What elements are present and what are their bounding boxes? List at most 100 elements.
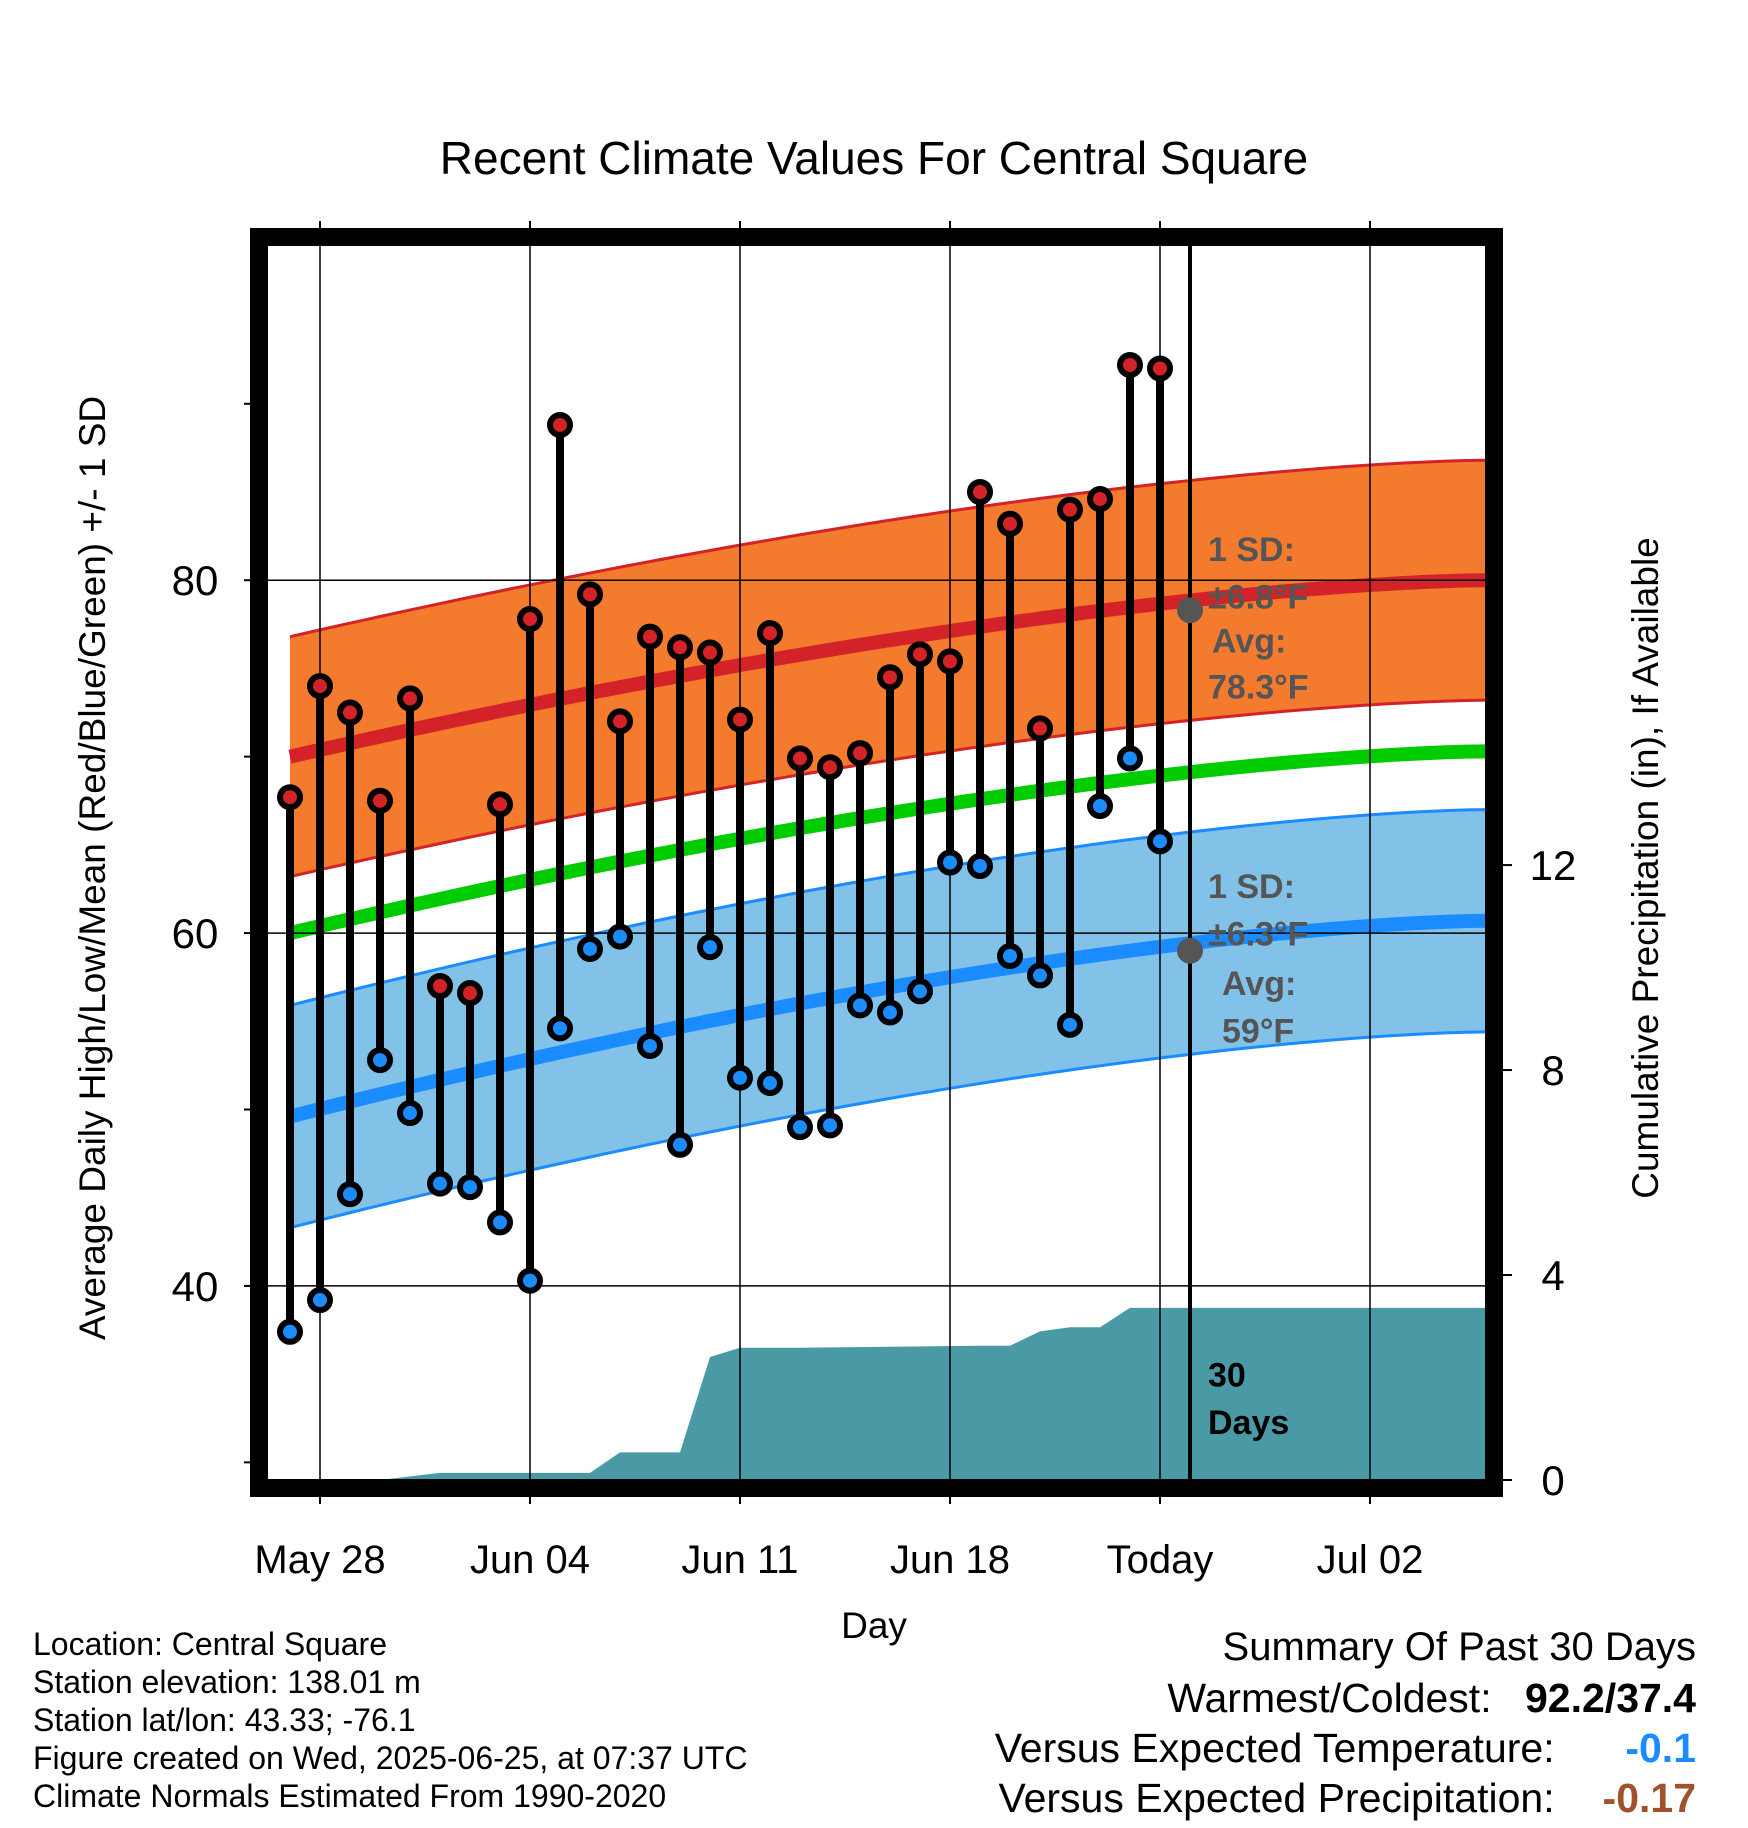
daily-high-point [697, 639, 723, 666]
y-tick-label: 80 [172, 557, 219, 604]
daily-low-point [367, 1047, 393, 1074]
y2-tick-label: 8 [1541, 1047, 1564, 1094]
low-avg-label: Avg: [1222, 965, 1296, 1003]
daily-low-point [997, 943, 1023, 970]
daily-high-point [877, 664, 903, 691]
created-text: Figure created on Wed, 2025-06-25, at 07… [33, 1740, 748, 1776]
daily-low-point [667, 1131, 693, 1158]
daily-low-point [307, 1287, 333, 1314]
daily-high-point [997, 510, 1023, 537]
daily-high-point [1057, 496, 1083, 523]
daily-high-point [757, 620, 783, 647]
warmest-coldest-value: 92.2/37.4 [1525, 1675, 1696, 1721]
x-tick-label: Jun 11 [681, 1538, 798, 1582]
today-low-avg-marker [1177, 937, 1203, 964]
precipitation-area [290, 1307, 1486, 1480]
y-tick-label: 60 [172, 910, 219, 957]
x-tick-label: Jun 18 [890, 1538, 1010, 1582]
station-info: Location: Central Square Station elevati… [33, 1625, 747, 1815]
daily-low-point [817, 1112, 843, 1139]
daily-low-point [1147, 828, 1173, 855]
latlon-text: Station lat/lon: 43.33; -76.1 [33, 1702, 416, 1738]
daily-low-point [637, 1032, 663, 1059]
precip-label: Versus Expected Precipitation: [998, 1775, 1555, 1821]
daily-low-point [877, 999, 903, 1026]
daily-low-point [697, 934, 723, 961]
daily-high-point [277, 784, 303, 811]
daily-low-point [1087, 793, 1113, 820]
elevation-text: Station elevation: 138.01 m [33, 1664, 421, 1700]
daily-low-point [517, 1267, 543, 1294]
high-avg-value: 78.3°F [1208, 668, 1309, 706]
daily-low-point [397, 1100, 423, 1127]
daily-low-point [847, 992, 873, 1019]
y2-tick-label: 12 [1530, 842, 1577, 889]
plot-content: 1 SD: ±6.8°F Avg: 78.3°F 1 SD: ±6.3°F Avg: 59°F… [267, 245, 1486, 1480]
high-sd-label: 1 SD: [1208, 531, 1295, 569]
daily-low-point [277, 1318, 303, 1345]
daily-high-point [517, 606, 543, 633]
daily-low-point [547, 1015, 573, 1042]
daily-low-point [1027, 962, 1053, 989]
daily-low-point [787, 1114, 813, 1141]
daily-high-point [967, 479, 993, 505]
today-days-number: 30 [1208, 1356, 1246, 1394]
daily-low-point [577, 935, 603, 962]
temp-value: -0.1 [1625, 1725, 1696, 1771]
daily-high-point [1087, 486, 1113, 513]
daily-high-point [817, 754, 843, 781]
daily-high-point [457, 980, 483, 1007]
daily-low-point [427, 1170, 453, 1197]
location-text: Location: Central Square [33, 1626, 387, 1662]
low-sd-value: ±6.3°F [1208, 915, 1308, 953]
daily-low-point [337, 1181, 363, 1208]
daily-low-point [727, 1064, 753, 1091]
daily-low-point [907, 978, 933, 1005]
low-sd-band-lower-edge [289, 1030, 1486, 1230]
summary-warmest-row: Warmest/Coldest: 92.2/37.4 [1167, 1675, 1696, 1722]
daily-high-point [607, 708, 633, 735]
x-tick-label: Jun 04 [470, 1538, 590, 1582]
y-axis-label: Average Daily High/Low/Mean (Red/Blue/Gr… [72, 396, 113, 1340]
summary-temp-row: Versus Expected Temperature: -0.1 [995, 1725, 1696, 1772]
high-sd-value: ±6.8°F [1208, 578, 1308, 616]
daily-high-point [367, 787, 393, 814]
chart-title: Recent Climate Values For Central Square [440, 132, 1308, 184]
daily-high-point [547, 411, 573, 438]
high-sd-band-upper-edge [289, 458, 1486, 639]
daily-high-point [907, 641, 933, 668]
daily-high-point [427, 973, 453, 999]
plot-frame [250, 228, 1503, 1497]
daily-low-point [1117, 745, 1143, 772]
y2-tick-label: 4 [1541, 1252, 1564, 1299]
daily-high-point [1117, 351, 1143, 378]
daily-low-point [937, 849, 963, 876]
daily-high-point [937, 648, 963, 675]
daily-low-point [607, 923, 633, 950]
summary-heading: Summary Of Past 30 Days [1222, 1625, 1696, 1669]
daily-low-point [457, 1174, 483, 1201]
daily-high-point [727, 706, 753, 733]
daily-high-point [1147, 355, 1173, 382]
today-days-word: Days [1208, 1404, 1289, 1442]
x-tick-label: Today [1107, 1538, 1214, 1582]
low-avg-value: 59°F [1222, 1012, 1294, 1050]
x-tick-label: May 28 [254, 1538, 385, 1582]
daily-high-point [577, 581, 603, 608]
daily-low-point [757, 1070, 783, 1097]
daily-high-point [637, 623, 663, 650]
y-tick-label: 40 [172, 1263, 219, 1310]
summary-precip-row: Versus Expected Precipitation: -0.17 [999, 1775, 1697, 1822]
daily-low-point [1057, 1011, 1083, 1038]
x-tick-label: Jul 02 [1317, 1538, 1424, 1582]
temp-label: Versus Expected Temperature: [994, 1725, 1555, 1771]
daily-high-point [397, 685, 423, 712]
daily-high-point [787, 745, 813, 772]
low-sd-label: 1 SD: [1208, 868, 1295, 906]
daily-high-point [847, 740, 873, 767]
daily-high-point [667, 634, 693, 661]
high-avg-label: Avg: [1212, 623, 1286, 661]
daily-high-point [487, 791, 513, 818]
y2-axis-label: Cumulative Precipitation (in), If Availa… [1625, 537, 1666, 1199]
